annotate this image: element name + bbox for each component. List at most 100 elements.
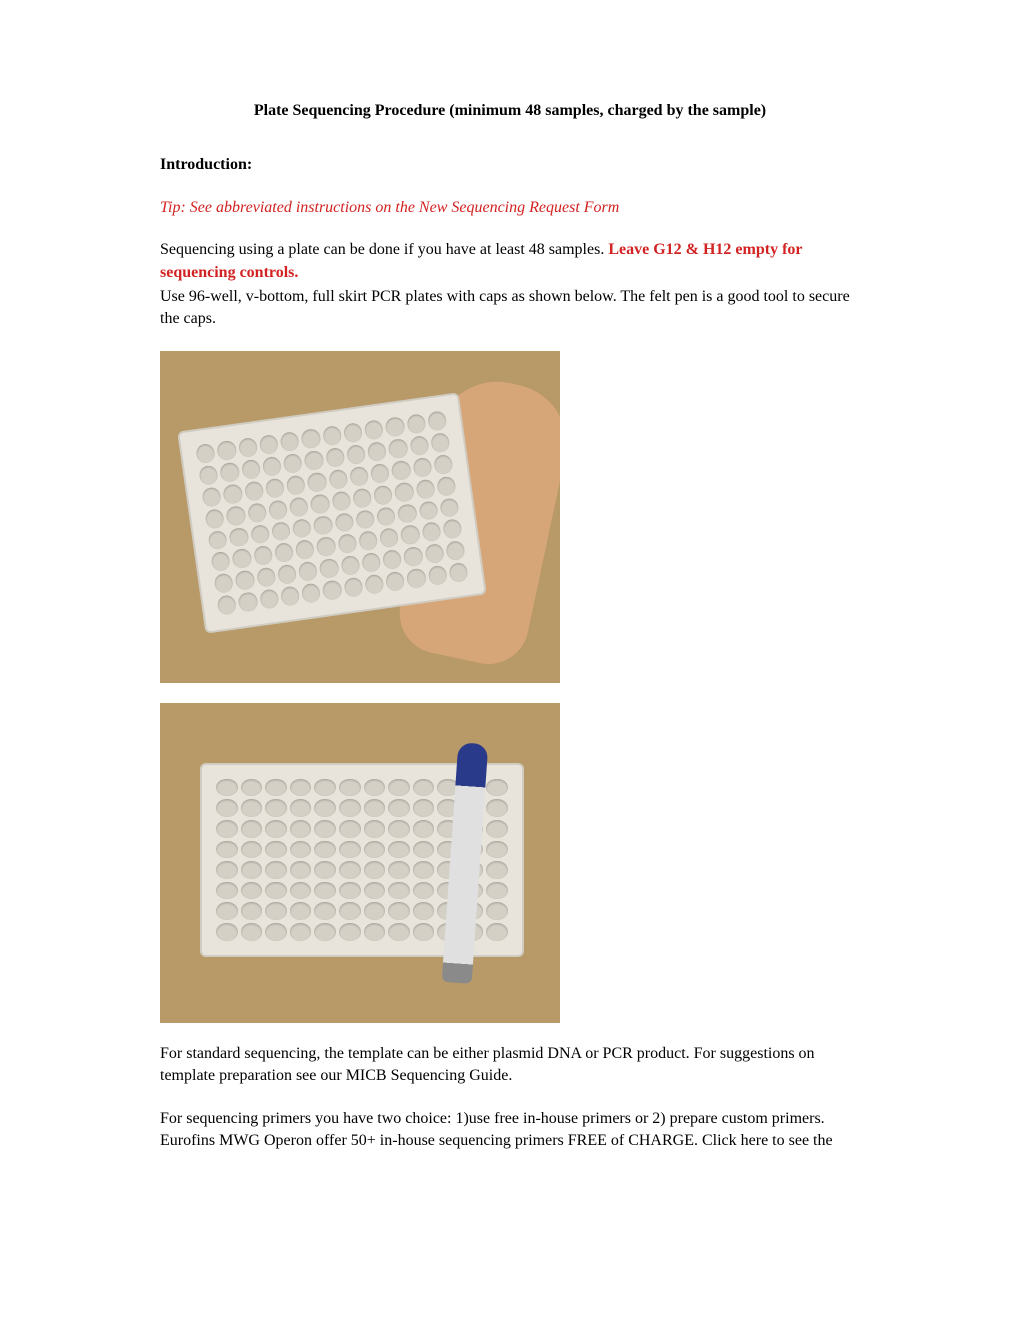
wells-grid <box>179 394 484 631</box>
well <box>346 444 367 465</box>
well <box>314 799 336 817</box>
well <box>349 465 370 486</box>
well <box>339 841 361 859</box>
well <box>413 779 435 797</box>
well <box>427 565 448 586</box>
well <box>370 462 391 483</box>
well <box>295 539 316 560</box>
well <box>265 902 287 920</box>
well <box>216 440 237 461</box>
well <box>290 820 312 838</box>
well <box>412 456 433 477</box>
well <box>339 861 361 879</box>
well <box>403 546 424 567</box>
well <box>364 902 386 920</box>
well <box>391 459 412 480</box>
well <box>322 579 343 600</box>
well <box>243 480 264 501</box>
well <box>385 571 406 592</box>
well <box>394 481 415 502</box>
well <box>290 882 312 900</box>
well <box>216 882 238 900</box>
well <box>364 419 385 440</box>
well <box>409 435 430 456</box>
well <box>388 799 410 817</box>
well <box>216 820 238 838</box>
well <box>265 882 287 900</box>
paragraph-1-text: Sequencing using a plate can be done if … <box>160 241 608 258</box>
well <box>216 779 238 797</box>
well <box>397 503 418 524</box>
well <box>364 861 386 879</box>
well <box>237 437 258 458</box>
well <box>265 799 287 817</box>
well <box>388 820 410 838</box>
well <box>274 542 295 563</box>
well <box>388 861 410 879</box>
well <box>328 468 349 489</box>
well <box>486 820 508 838</box>
introduction-heading: Introduction: <box>160 154 860 176</box>
well <box>240 458 261 479</box>
well <box>314 820 336 838</box>
well <box>290 902 312 920</box>
well <box>448 562 469 583</box>
well <box>331 490 352 511</box>
well <box>216 923 238 941</box>
well <box>241 861 263 879</box>
well <box>241 779 263 797</box>
well <box>343 422 364 443</box>
well <box>413 820 435 838</box>
well <box>388 902 410 920</box>
well <box>445 540 466 561</box>
well <box>282 452 303 473</box>
well <box>268 499 289 520</box>
well <box>388 923 410 941</box>
pcr-plate-shape <box>177 392 487 634</box>
well <box>339 820 361 838</box>
well <box>413 799 435 817</box>
well <box>339 882 361 900</box>
well <box>373 484 394 505</box>
well <box>292 517 313 538</box>
well <box>339 923 361 941</box>
well <box>355 509 376 530</box>
well <box>241 923 263 941</box>
well <box>421 521 442 542</box>
well <box>316 536 337 557</box>
well <box>216 841 238 859</box>
paragraph-2: Use 96-well, v-bottom, full skirt PCR pl… <box>160 286 860 331</box>
well <box>265 923 287 941</box>
well <box>310 493 331 514</box>
well <box>385 416 406 437</box>
well <box>280 585 301 606</box>
well <box>277 564 298 585</box>
well <box>325 446 346 467</box>
well <box>361 552 382 573</box>
well <box>290 923 312 941</box>
well <box>241 902 263 920</box>
document-page: Plate Sequencing Procedure (minimum 48 s… <box>0 0 1020 1320</box>
well <box>388 841 410 859</box>
well <box>439 497 460 518</box>
well <box>264 477 285 498</box>
well <box>241 841 263 859</box>
well <box>271 520 292 541</box>
well <box>216 902 238 920</box>
well <box>286 474 307 495</box>
well <box>430 432 451 453</box>
well <box>413 861 435 879</box>
well <box>314 841 336 859</box>
well <box>388 882 410 900</box>
well <box>337 533 358 554</box>
well <box>364 574 385 595</box>
paragraph-4: For sequencing primers you have two choi… <box>160 1108 860 1153</box>
well <box>241 799 263 817</box>
well <box>201 486 222 507</box>
well <box>319 558 340 579</box>
well <box>314 779 336 797</box>
well <box>301 582 322 603</box>
well <box>486 799 508 817</box>
well <box>235 570 256 591</box>
paragraph-3: For standard sequencing, the template ca… <box>160 1043 860 1088</box>
